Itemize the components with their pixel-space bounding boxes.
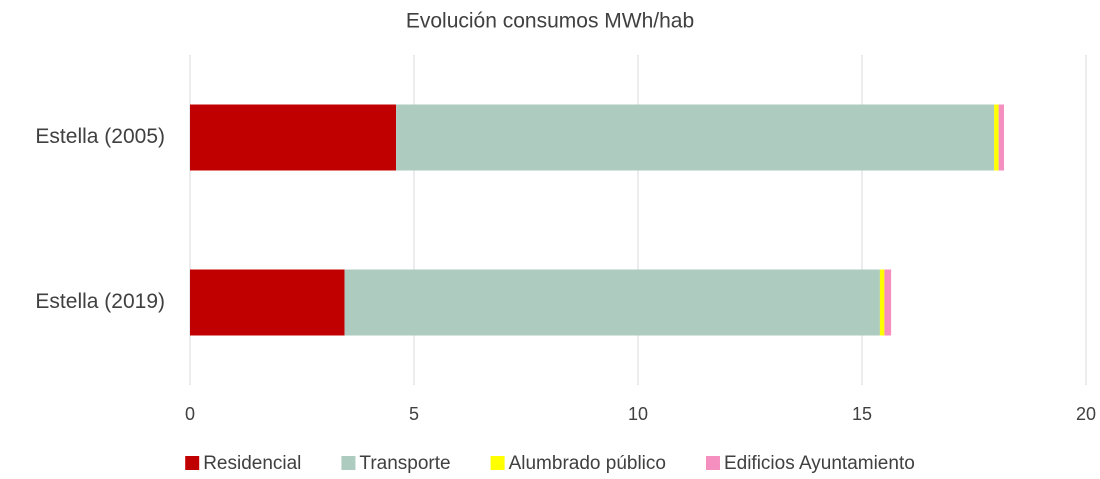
y-tick-label: Estella (2019) <box>35 290 165 313</box>
bar-segment <box>879 269 885 336</box>
x-tick-label: 10 <box>628 404 648 424</box>
x-tick-label: 15 <box>852 404 872 424</box>
legend-label: Transporte <box>359 453 450 474</box>
legend-swatch <box>705 456 720 470</box>
x-tick-label: 5 <box>409 404 419 424</box>
bar-segment <box>396 104 995 171</box>
bar-segment <box>344 269 880 336</box>
y-tick-label: Estella (2005) <box>35 125 165 148</box>
bar-segment <box>190 269 345 336</box>
bar-segment <box>190 104 397 171</box>
bar-segment <box>884 269 892 336</box>
legend-label: Residencial <box>203 453 301 474</box>
legend-swatch <box>341 456 356 470</box>
legend-label: Edificios Ayuntamiento <box>724 453 915 474</box>
x-tick-label: 0 <box>185 404 195 424</box>
bar-segment <box>998 104 1005 171</box>
x-tick-label: 20 <box>1076 404 1096 424</box>
legend-label: Alumbrado público <box>509 453 666 474</box>
bar-segment <box>994 104 999 171</box>
chart-title: Evolución consumos MWh/hab <box>406 10 694 33</box>
legend-swatch <box>185 456 200 470</box>
legend-swatch <box>490 456 505 470</box>
